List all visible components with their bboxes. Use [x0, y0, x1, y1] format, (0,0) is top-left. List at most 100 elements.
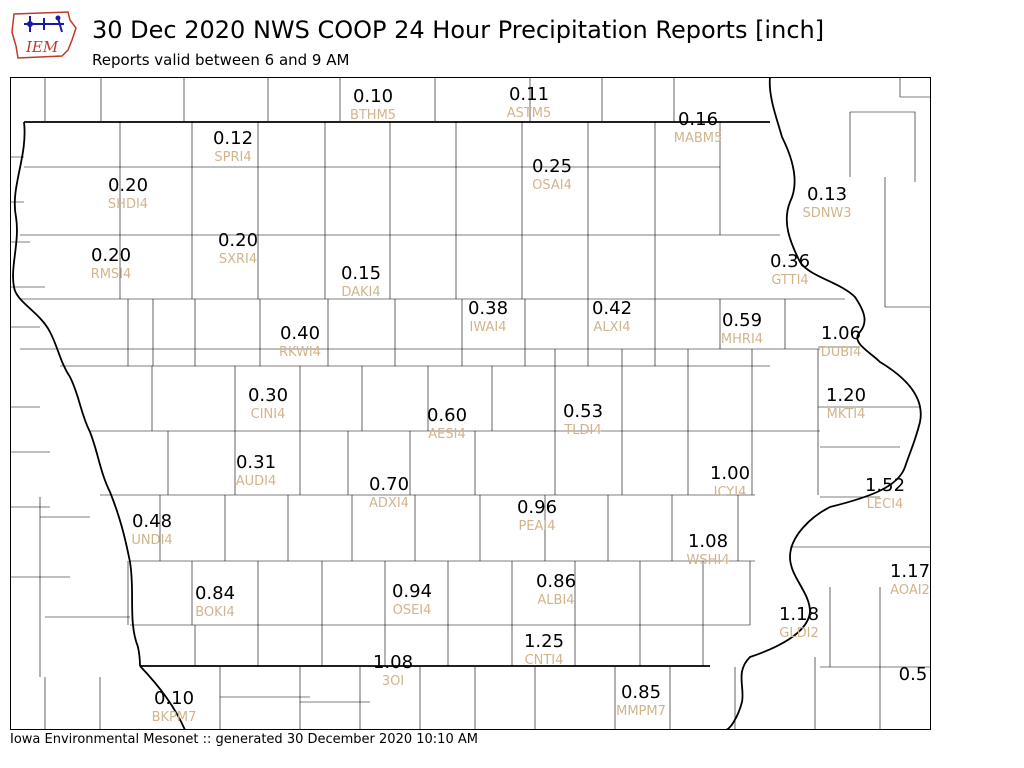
station-audi4: 0.31 AUDI4	[216, 452, 296, 489]
precip-value: 1.08	[687, 531, 729, 552]
county-map	[10, 77, 931, 730]
station-id: CNTI4	[524, 653, 564, 668]
precip-value: 0.40	[279, 323, 321, 344]
station-id: UNDI4	[131, 533, 173, 548]
station-wshi4: 1.08 WSHI4	[668, 531, 748, 568]
precip-value: 0.13	[806, 184, 848, 205]
precip-value: 0.10	[352, 86, 394, 107]
precip-value: 0.86	[535, 571, 577, 592]
precip-value: 0.11	[508, 84, 550, 105]
station-sdnw3: 0.13 SDNW3	[787, 184, 867, 221]
station-bthm5: 0.10 BTHM5	[333, 86, 413, 123]
station-osei4: 0.94 OSEI4	[372, 581, 452, 618]
station-rmsi4: 0.20 RMSI4	[71, 247, 151, 282]
station-id: RKWI4	[278, 345, 322, 360]
station-adxi4: 0.70 ADXI4	[349, 474, 429, 511]
station-peai4: 0.96 PEAI4	[497, 497, 577, 534]
station-id: OSAI4	[532, 178, 572, 193]
station-id: DUBI4	[820, 345, 862, 360]
precip-value: 0.10	[153, 688, 195, 709]
map-title: 30 Dec 2020 NWS COOP 24 Hour Precipitati…	[92, 16, 825, 44]
precip-value: 0.42	[591, 298, 633, 319]
county-lines	[10, 77, 930, 730]
station-id: IWAI4	[469, 320, 507, 335]
precip-value: 0.36	[769, 251, 811, 272]
station-spri4: 0.12 SPRI4	[193, 130, 273, 165]
station-id: BKPM7	[151, 710, 197, 725]
precip-value: 1.17	[889, 561, 931, 582]
precip-value: 0.96	[516, 497, 558, 518]
station-aoai2: 1.17 AOAI2	[870, 561, 950, 598]
station-id: ALBI4	[537, 593, 575, 608]
station-undi4: 0.48 UNDI4	[112, 513, 192, 548]
station-id: SDNW3	[802, 206, 852, 221]
station-rkwi4: 0.40 RKWI4	[260, 323, 340, 360]
precip-value: 1.00	[709, 463, 751, 484]
precip-value: 0.60	[426, 405, 468, 426]
precip-value: 0.25	[531, 156, 573, 177]
station-cini4: 0.30 CINI4	[228, 385, 308, 422]
station-id: SHDI4	[107, 197, 149, 212]
station-id: DAKI4	[341, 285, 381, 300]
precip-value: 1.52	[864, 475, 906, 496]
station-osai4: 0.25 OSAI4	[512, 156, 592, 193]
station-id: PEAI4	[518, 519, 556, 534]
station-id: ASTM5	[506, 106, 552, 121]
precip-value: 1.18	[778, 604, 820, 625]
station-alxi4: 0.42 ALXI4	[572, 298, 652, 335]
station-dubi4: 1.06 DUBI4	[801, 325, 881, 360]
precip-value: 0.38	[467, 298, 509, 319]
station-icyi4: 1.00 ICYI4	[690, 463, 770, 500]
station-id: SPRI4	[214, 150, 252, 165]
station-mmpm7: 0.85 MMPM7	[601, 684, 681, 719]
station-id: ALXI4	[593, 320, 631, 335]
station-daki4: 0.15 DAKI4	[321, 263, 401, 300]
station-id: 3OI	[381, 674, 405, 689]
station-id: GLDI2	[779, 626, 819, 641]
station-id: BTHM5	[349, 108, 397, 123]
station-id: ADXI4	[369, 496, 409, 511]
station-id: RMSI4	[90, 267, 132, 282]
precip-value: 0.15	[340, 263, 382, 284]
precipitation-map: 0.10 BTHM5 0.11 ASTM5 0.16 MABM5 0.12 SPRI4 0.25…	[10, 77, 931, 730]
station-iwai4: 0.38 IWAI4	[448, 298, 528, 335]
station-id: WSHI4	[686, 553, 730, 568]
station-unlabeled: 0.5	[873, 666, 953, 684]
footer-credit: Iowa Environmental Mesonet :: generated …	[10, 732, 478, 747]
precip-value: 0.30	[247, 385, 289, 406]
map-frame	[10, 77, 931, 730]
station-id: MHRI4	[720, 332, 764, 347]
logo-text: IEM	[25, 38, 59, 56]
station-id: AOAI2	[890, 583, 930, 598]
station-gtti4: 0.36 GTTI4	[750, 251, 830, 288]
station-boki4: 0.84 BOKI4	[175, 583, 255, 620]
station-leci4: 1.52 LECI4	[845, 475, 925, 512]
station-bkpm7: 0.10 BKPM7	[134, 688, 214, 725]
precip-value: 0.84	[194, 583, 236, 604]
station-shdi4: 0.20 SHDI4	[88, 175, 168, 212]
precip-value: 0.20	[107, 175, 149, 196]
station-aesi4: 0.60 AESI4	[407, 405, 487, 442]
precip-value: 0.31	[235, 452, 277, 473]
state-borders	[12, 77, 922, 730]
station-id: TLDI4	[564, 423, 602, 438]
station-tldi4: 0.53 TLDI4	[543, 401, 623, 438]
station-mkti4: 1.20 MKTI4	[806, 387, 886, 422]
precip-value: 1.25	[523, 631, 565, 652]
precip-value: 0.70	[368, 474, 410, 495]
station-albi4: 0.86 ALBI4	[516, 571, 596, 608]
station-id: AUDI4	[235, 474, 277, 489]
station-id: GTTI4	[771, 273, 809, 288]
precip-value: 0.20	[217, 230, 259, 251]
station-id: SXRI4	[218, 252, 258, 267]
precip-value: 1.08	[372, 652, 414, 673]
station-3oi: 1.08 3OI	[353, 652, 433, 689]
station-cnti4: 1.25 CNTI4	[504, 631, 584, 668]
station-astm5: 0.11 ASTM5	[489, 84, 569, 121]
precip-value: 0.94	[391, 581, 433, 602]
station-id: ICYI4	[713, 485, 747, 500]
station-id: BOKI4	[195, 605, 235, 620]
station-mhri4: 0.59 MHRI4	[702, 312, 782, 347]
station-mabm5: 0.16 MABM5	[658, 111, 738, 146]
precip-value: 0.53	[562, 401, 604, 422]
